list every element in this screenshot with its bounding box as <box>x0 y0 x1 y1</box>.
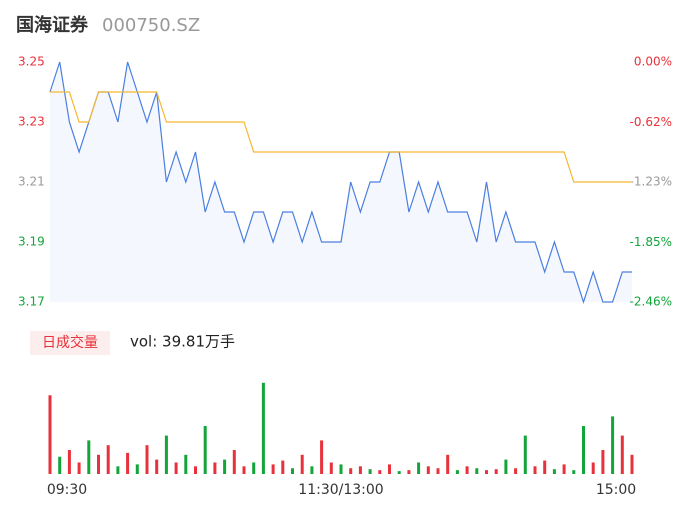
volume-bar <box>514 468 518 474</box>
volume-bar <box>58 456 62 474</box>
volume-bar <box>135 464 139 474</box>
y2-tick-label: -1.23% <box>630 175 672 189</box>
volume-bar <box>611 416 615 474</box>
y2-tick-label: -1.85% <box>630 235 672 249</box>
volume-bar <box>591 462 595 474</box>
volume-bar <box>397 471 401 474</box>
volume-total: vol: 39.81万手 <box>130 333 235 351</box>
volume-bar <box>300 454 304 474</box>
volume-bar <box>232 450 236 474</box>
volume-bar <box>67 450 71 474</box>
volume-bar <box>87 440 91 474</box>
y-tick-label: 3.19 <box>18 235 45 249</box>
volume-bar <box>213 462 217 474</box>
x-tick-label: 09:30 <box>47 482 87 498</box>
volume-bar <box>349 468 353 474</box>
volume-bar <box>126 452 130 474</box>
volume-bar <box>184 454 188 474</box>
volume-bar <box>339 464 343 474</box>
volume-bar <box>407 470 411 474</box>
volume-bar <box>552 469 556 474</box>
y-tick-label: 3.17 <box>18 295 45 309</box>
volume-bar <box>116 466 120 474</box>
volume-bar <box>48 395 52 474</box>
price-line <box>49 61 632 304</box>
y2-tick-label: -2.46% <box>630 295 672 309</box>
volume-bar <box>97 454 100 474</box>
x-tick-label: 11:30/13:00 <box>298 482 383 498</box>
volume-bar <box>291 468 294 474</box>
volume-bar <box>494 469 498 474</box>
volume-bar <box>523 435 527 474</box>
x-tick-label: 15:00 <box>596 482 636 498</box>
volume-bar <box>543 460 547 474</box>
volume-bar <box>620 435 624 474</box>
volume-bar <box>388 464 391 474</box>
volume-bar <box>194 466 197 474</box>
volume-bar <box>504 459 508 474</box>
volume-bar <box>174 462 178 474</box>
volume-bar <box>455 470 459 474</box>
volume-bar <box>533 466 537 474</box>
price-area <box>50 62 632 302</box>
stock-name: 国海证券 <box>16 14 89 36</box>
volume-bar <box>378 470 382 474</box>
volume-bar <box>426 466 430 474</box>
volume-bar <box>155 459 159 474</box>
y-tick-label: 3.23 <box>18 115 45 129</box>
volume-bar <box>417 462 421 474</box>
volume-bar <box>436 468 440 474</box>
volume-bar <box>446 454 450 474</box>
volume-bar <box>77 462 81 474</box>
volume-bar <box>572 470 576 474</box>
volume-bar <box>223 459 227 474</box>
y-tick-label: 3.25 <box>18 55 45 69</box>
volume-bar <box>358 466 362 474</box>
volume-bar <box>164 435 168 474</box>
y-tick-label: 3.21 <box>18 175 45 189</box>
y2-tick-label: 0.00% <box>634 55 672 69</box>
volume-bar <box>582 426 585 474</box>
volume-bar <box>242 466 246 474</box>
volume-bar <box>145 445 149 474</box>
volume-bar <box>329 462 333 474</box>
volume-bar <box>320 440 324 474</box>
volume-bar <box>252 462 256 474</box>
stock-code: 000750.SZ <box>102 15 200 36</box>
volume-bar <box>630 454 634 474</box>
volume-bar <box>261 382 265 474</box>
volume-bar <box>475 468 479 474</box>
volume-bar <box>106 445 110 474</box>
volume-bar <box>465 466 469 474</box>
volume-bar <box>281 460 285 474</box>
volume-bar <box>203 426 207 474</box>
volume-bar <box>271 464 275 474</box>
volume-bar <box>310 466 314 474</box>
volume-bar <box>562 464 566 474</box>
average-line <box>50 91 632 183</box>
volume-bar <box>485 470 488 474</box>
volume-bar <box>368 469 372 474</box>
volume-label: 日成交量 <box>42 334 98 351</box>
volume-label-box <box>30 331 110 355</box>
y2-tick-label: -0.62% <box>630 115 672 129</box>
volume-bar <box>601 450 605 474</box>
